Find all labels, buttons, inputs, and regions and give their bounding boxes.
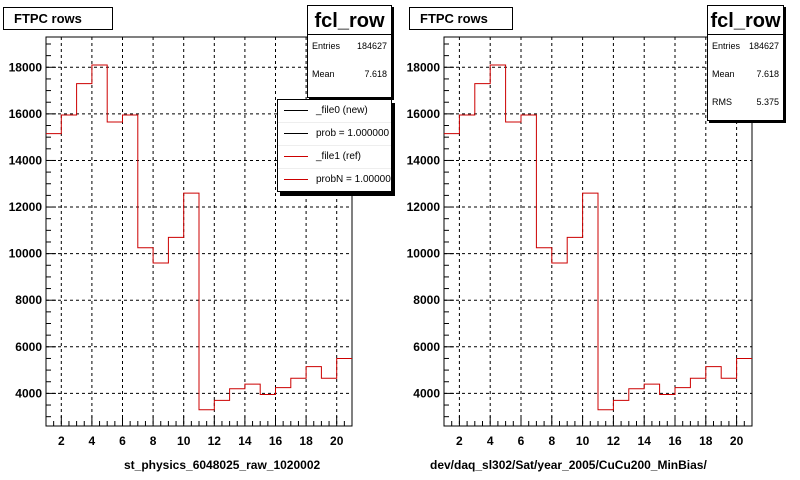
chart-title-left-text: FTPC rows <box>14 11 82 26</box>
legend-line-prob <box>284 133 308 134</box>
x-tick-label-left: 6 <box>119 434 126 448</box>
stats-mean-value-right: 7.618 <box>756 69 779 79</box>
legend-label-file0: _file0 (new) <box>316 105 368 116</box>
chart-title-left: FTPC rows <box>3 7 113 30</box>
x-tick-label-left: 2 <box>58 434 65 448</box>
x-tick-label-left: 8 <box>150 434 157 448</box>
y-tick-label-right: 4000 <box>413 386 440 400</box>
x-tick-label-right: 2 <box>456 434 463 448</box>
stats-entries-row-right: Entries 184627 <box>708 41 783 51</box>
stats-rms-label-right: RMS <box>712 97 732 107</box>
y-tick-label-left: 10000 <box>9 247 43 261</box>
stats-rms-value-right: 5.375 <box>756 97 779 107</box>
x-axis-label-left: st_physics_6048025_raw_1020002 <box>124 458 321 472</box>
x-tick-label-right: 14 <box>638 434 652 448</box>
y-tick-label-right: 10000 <box>407 247 441 261</box>
stats-rms-row-right: RMS 5.375 <box>708 97 783 107</box>
histogram-line-left <box>46 64 352 411</box>
y-tick-label-left: 4000 <box>15 386 42 400</box>
chart-title-right-text: FTPC rows <box>420 11 488 26</box>
y-tick-label-right: 14000 <box>407 153 441 167</box>
x-tick-label-left: 12 <box>208 434 222 448</box>
y-tick-label-left: 18000 <box>9 60 43 74</box>
x-tick-label-left: 10 <box>177 434 191 448</box>
stats-box-right: fcl_row Entries 184627 Mean 7.618 RMS 5.… <box>707 5 784 121</box>
x-tick-label-right: 12 <box>607 434 621 448</box>
legend-entry-prob: prob = 1.000000 <box>278 123 391 146</box>
y-tick-label-right: 6000 <box>413 340 440 354</box>
legend-box: _file0 (new) prob = 1.000000 _file1 (ref… <box>277 99 392 192</box>
legend-line-file1 <box>284 156 308 157</box>
x-tick-label-left: 20 <box>330 434 344 448</box>
x-tick-label-left: 14 <box>238 434 252 448</box>
y-tick-label-right: 16000 <box>407 107 441 121</box>
stats-mean-label-left: Mean <box>312 69 335 79</box>
legend-label-file1: _file1 (ref) <box>316 151 362 162</box>
stats-box-left: fcl_row Entries 184627 Mean 7.618 <box>307 5 392 98</box>
chart-title-right: FTPC rows <box>409 7 513 30</box>
y-tick-label-left: 8000 <box>15 293 42 307</box>
stats-name-right: fcl_row <box>708 6 783 35</box>
y-tick-label-left: 12000 <box>9 200 43 214</box>
x-tick-label-left: 16 <box>269 434 283 448</box>
legend-label-probn: probN = 1.000000 <box>316 174 392 185</box>
y-tick-label-right: 8000 <box>413 293 440 307</box>
stats-entries-row-left: Entries 184627 <box>308 41 391 51</box>
stats-entries-label-left: Entries <box>312 41 341 51</box>
legend-entry-probn: probN = 1.000000 <box>278 169 392 191</box>
legend-entry-file0: _file0 (new) <box>278 100 391 123</box>
legend-line-probn <box>284 179 308 180</box>
stats-entries-label-right: Entries <box>712 41 741 51</box>
stats-mean-row-left: Mean 7.618 <box>308 69 391 79</box>
stats-mean-row-right: Mean 7.618 <box>708 69 783 79</box>
x-axis-label-right: dev/daq_sl302/Sat/year_2005/CuCu200_MinB… <box>430 458 707 472</box>
x-tick-label-right: 16 <box>668 434 682 448</box>
x-tick-label-right: 20 <box>730 434 744 448</box>
stats-entries-value-left: 184627 <box>356 41 387 51</box>
x-tick-label-right: 10 <box>576 434 590 448</box>
y-tick-label-left: 16000 <box>9 107 43 121</box>
legend-line-file0 <box>284 110 308 111</box>
y-tick-label-right: 18000 <box>407 60 441 74</box>
x-tick-label-right: 18 <box>699 434 713 448</box>
y-tick-label-left: 14000 <box>9 153 43 167</box>
legend-label-prob: prob = 1.000000 <box>316 128 390 139</box>
x-tick-label-right: 8 <box>548 434 555 448</box>
y-tick-label-right: 12000 <box>407 200 441 214</box>
stats-mean-value-left: 7.618 <box>364 69 387 79</box>
histogram-line-right <box>444 64 752 411</box>
x-tick-label-left: 4 <box>89 434 96 448</box>
y-tick-label-left: 6000 <box>15 340 42 354</box>
x-tick-label-left: 18 <box>299 434 313 448</box>
x-tick-label-right: 6 <box>518 434 525 448</box>
x-tick-label-right: 4 <box>487 434 494 448</box>
legend-entry-file1: _file1 (ref) <box>278 146 391 169</box>
stats-mean-label-right: Mean <box>712 69 735 79</box>
stats-name-left: fcl_row <box>308 6 391 35</box>
stats-entries-value-right: 184627 <box>748 41 779 51</box>
